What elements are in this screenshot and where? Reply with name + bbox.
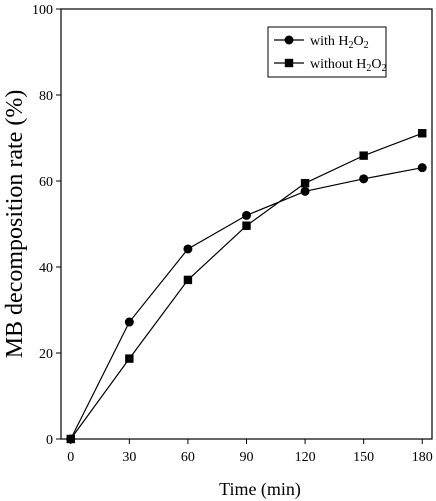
x-tick-label: 180 xyxy=(412,450,433,465)
data-point xyxy=(359,174,369,184)
legend-text-part: without H xyxy=(310,57,366,72)
legend-text-part: with H xyxy=(310,34,349,49)
data-point xyxy=(418,129,427,138)
legend-subscript: 2 xyxy=(382,63,387,74)
y-tick-label: 0 xyxy=(46,433,53,448)
x-axis-ticks: 0 30 60 90 120 150 180 xyxy=(67,439,433,465)
data-point xyxy=(300,178,310,188)
y-tick-label: 40 xyxy=(39,261,53,276)
series-layer xyxy=(66,129,427,444)
data-point xyxy=(417,163,427,173)
y-tick-label: 60 xyxy=(39,175,53,190)
data-point xyxy=(242,210,251,220)
data-point xyxy=(66,434,75,444)
x-tick-label: 30 xyxy=(122,450,136,465)
x-tick-label: 120 xyxy=(295,450,316,465)
legend-marker xyxy=(284,35,294,45)
legend-label: without H2O2 xyxy=(310,57,387,74)
data-point xyxy=(300,186,310,196)
legend-text-part: O xyxy=(371,57,381,72)
series-line xyxy=(70,167,423,440)
legend-subscript: 2 xyxy=(349,40,354,51)
x-tick-label: 60 xyxy=(181,450,195,465)
legend-subscript: 2 xyxy=(366,63,371,74)
legend-label: with H2O2 xyxy=(310,34,369,51)
data-point xyxy=(359,151,368,160)
y-tick-label: 100 xyxy=(32,3,53,18)
legend-item: without H2O2 xyxy=(274,57,387,74)
data-point xyxy=(183,275,193,285)
series-line xyxy=(70,132,423,440)
data-point xyxy=(125,354,134,363)
x-tick-label: 150 xyxy=(353,450,374,465)
y-axis-ticks: 0 20 40 60 80 100 xyxy=(32,3,61,448)
x-tick-label: 0 xyxy=(67,450,74,465)
data-point xyxy=(242,221,251,230)
legend-text-part: O xyxy=(354,34,364,49)
x-axis-title: Time (min) xyxy=(219,479,301,500)
legend-box xyxy=(267,26,387,78)
legend-item: with H2O2 xyxy=(274,34,369,51)
legend-marker xyxy=(284,58,294,68)
data-point xyxy=(183,244,193,254)
series-1 xyxy=(66,163,427,444)
legend-subscript: 2 xyxy=(364,40,369,51)
x-tick-label: 90 xyxy=(240,450,254,465)
data-point xyxy=(124,317,134,327)
y-axis-title: MB decomposition rate (%) xyxy=(2,90,28,359)
y-tick-label: 80 xyxy=(39,89,53,104)
series-2 xyxy=(66,129,427,444)
y-tick-label: 20 xyxy=(39,347,53,362)
